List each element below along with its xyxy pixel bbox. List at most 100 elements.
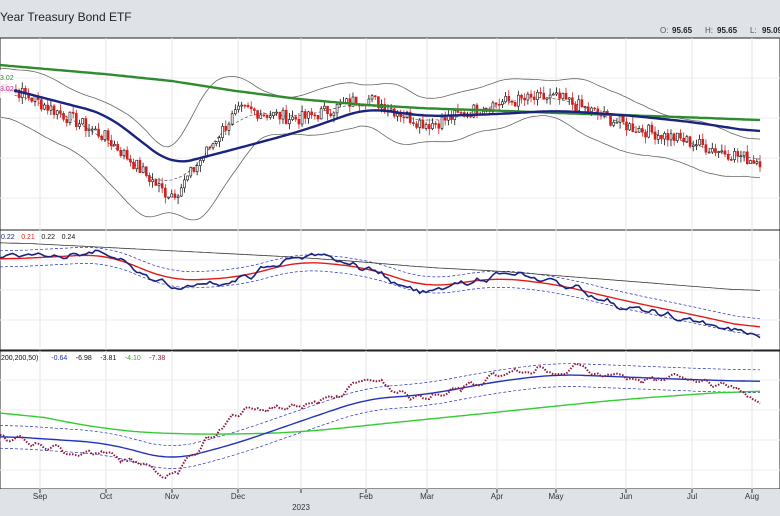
bottom-layer	[0, 362, 761, 480]
middle-lower-envelope	[0, 263, 761, 336]
bottom-upper-envelope	[0, 363, 760, 446]
candle-body	[173, 193, 177, 198]
candle-body	[539, 92, 542, 94]
candle-body	[256, 110, 259, 119]
candle-body	[189, 167, 193, 177]
candle-body	[30, 97, 34, 102]
candle-body	[666, 132, 670, 141]
candle-body	[221, 126, 224, 138]
candle-body	[586, 106, 590, 112]
candle-body	[536, 92, 539, 100]
candle-body	[574, 104, 577, 112]
candle-body	[43, 104, 46, 110]
bollinger-lower-band	[0, 115, 761, 221]
candle-body	[253, 108, 256, 111]
x-axis: Sep Oct Nov Dec 2023 Feb Mar Apr May Jun Jul Aug	[33, 489, 759, 512]
candle-body	[443, 116, 447, 121]
candle-body	[520, 94, 523, 99]
candle-body	[688, 136, 692, 147]
month-tick-label: Dec	[231, 492, 245, 501]
candle-body	[685, 136, 689, 143]
candle-body	[268, 115, 272, 118]
candle-body	[679, 132, 682, 139]
month-tick-label: Oct	[100, 492, 113, 501]
candle-body	[625, 121, 628, 131]
candle-body	[84, 118, 88, 131]
candle-body	[135, 159, 139, 170]
candle-body	[154, 179, 158, 186]
month-tick-label: May	[548, 492, 563, 501]
candle-body	[742, 151, 746, 157]
candle-body	[227, 123, 231, 131]
candle-body	[726, 153, 730, 160]
middle-legend-value: 0.21	[21, 234, 35, 241]
candle-body	[552, 93, 555, 96]
candle-body	[440, 116, 444, 129]
candle-body	[517, 94, 520, 107]
legend-layer: 3.02 3.02 0.22 0.21 0.22 0.24 200,200,50) -0.64…	[0, 70, 165, 362]
candle-body	[377, 96, 380, 108]
candle-body	[711, 148, 714, 153]
middle-upper-envelope	[0, 246, 761, 320]
candle-body	[733, 151, 736, 161]
header-bar	[0, 0, 780, 38]
candle-body	[504, 96, 507, 103]
month-tick-label: 2023	[292, 503, 310, 512]
bottom-legend-value: -3.81	[100, 355, 116, 362]
ohlc-value: 95.09	[762, 26, 780, 35]
candle-body	[593, 107, 596, 110]
middle-layer	[0, 242, 761, 339]
candle-body	[653, 131, 657, 140]
candle-body	[580, 99, 584, 108]
candle-body	[249, 106, 253, 110]
candle-body	[199, 160, 202, 166]
candle-body	[218, 137, 221, 142]
candle-body	[612, 121, 616, 126]
candle-body	[307, 111, 310, 119]
bollinger-upper-band	[0, 67, 761, 148]
candle-body	[319, 108, 323, 120]
month-tick-label: Aug	[745, 492, 759, 501]
price-legend-bg	[0, 70, 14, 98]
candle-body	[542, 92, 546, 100]
candle-body	[281, 109, 285, 120]
candle-body	[62, 113, 65, 120]
ohlc-readout: O:95.65H:95.65L:95.09V:	[660, 26, 780, 35]
candle-body	[157, 183, 161, 186]
candle-body	[510, 100, 514, 103]
candle-body	[94, 128, 97, 131]
candle-body	[119, 149, 123, 156]
candle-body	[237, 105, 240, 110]
candle-body	[698, 139, 701, 146]
month-tick-label: Feb	[359, 492, 373, 501]
bottom-legend-value: -4.10	[125, 355, 141, 362]
candle-body	[214, 141, 218, 144]
middle-indicator-line	[0, 249, 761, 339]
candle-body	[310, 111, 313, 116]
candle-body	[421, 119, 425, 129]
candle-body	[208, 146, 212, 149]
candle-body	[571, 97, 574, 105]
candle-body	[650, 124, 654, 133]
middle-legend-value: 0.24	[62, 234, 76, 241]
candle-body	[736, 151, 740, 157]
candle-body	[303, 111, 307, 119]
candle-body	[370, 95, 374, 100]
candle-body	[755, 161, 759, 164]
candle-body	[707, 151, 711, 154]
chart-title: Year Treasury Bond ETF	[0, 10, 132, 24]
candle-body	[609, 114, 612, 126]
candle-body	[332, 112, 336, 117]
bottom-long-average-line	[0, 390, 761, 435]
candle-body	[335, 103, 339, 114]
candle-body	[758, 161, 762, 168]
candle-body	[272, 111, 275, 116]
ohlc-value: 95.65	[717, 26, 738, 35]
price-panel	[0, 37, 780, 231]
candle-body	[555, 92, 558, 95]
candle-body	[259, 114, 263, 119]
middle-long-average-line	[0, 242, 761, 291]
candle-body	[17, 89, 21, 98]
candle-body	[313, 114, 317, 117]
month-tick-label: Jun	[620, 492, 633, 501]
